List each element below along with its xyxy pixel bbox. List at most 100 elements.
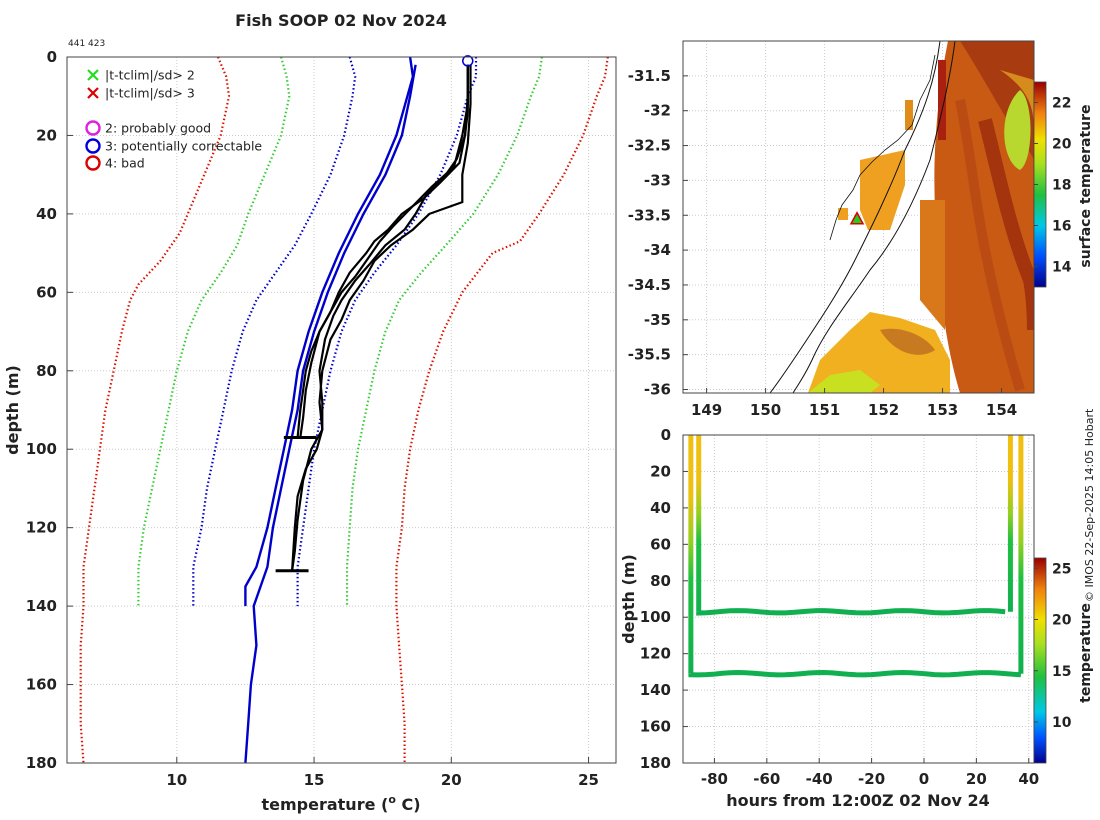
map-lon-tick-label: 152 [868, 401, 899, 419]
map-lat-tick-label: -31.5 [628, 67, 671, 85]
sst-eddy-core [1000, 70, 1034, 130]
clim-mean-right-line [244, 64, 417, 764]
map-lon-tick-label: 153 [927, 401, 958, 419]
section-x-tick-label: 40 [1018, 770, 1039, 788]
section-grid [683, 434, 1034, 764]
sst-coastal-patch [860, 150, 905, 230]
profile-x-tick-label: 25 [578, 771, 599, 789]
legend-label: |t-tclim|/sd> 2 [105, 68, 195, 83]
legend-x-marker [87, 69, 99, 81]
sst-coastal-patch-2 [920, 200, 945, 330]
credit-label: © IMOS 22-Sep-2025 14:05 Hobart [1083, 408, 1096, 602]
profile-id-label: 441 423 [68, 39, 105, 49]
profile-4-line [291, 64, 469, 571]
profile-y-tick-label: 120 [26, 519, 57, 537]
section-y-tick-label: 40 [650, 499, 671, 517]
profile-y-tick-label: 20 [36, 126, 57, 144]
clim-plus-2sd-line [345, 56, 543, 607]
profile-y-tick-label: 180 [26, 754, 57, 772]
map-lon-tick-label: 149 [691, 401, 722, 419]
map-lon-tick-label: 154 [986, 401, 1017, 419]
profile-lines [79, 55, 609, 764]
section-x-tick-label: -80 [701, 770, 728, 788]
map-lat-tick-label: -36 [644, 381, 671, 399]
section-drop-column [696, 435, 702, 612]
profile-axis-ticks: 10 15 20 25 0 20 40 60 80 100 120 140 160 180 [26, 48, 599, 789]
clim-minus-2sd-line [137, 56, 291, 607]
section-y-tick-label: 80 [650, 572, 671, 590]
map-colorbar-tick-label: 22 [1052, 96, 1071, 112]
section-x-tick-label: -20 [858, 770, 885, 788]
section-colorbar-tick-label: 25 [1052, 561, 1071, 577]
clim-minus-1sd-dotted-line [192, 56, 357, 607]
legend-x-marker [87, 87, 99, 99]
section-y-tick-label: 100 [640, 608, 671, 626]
clim-plus-3sd-line [395, 56, 609, 763]
section-x-tick-label: -60 [753, 770, 780, 788]
chart-title: Fish SOOP 02 Nov 2024 [235, 11, 447, 30]
profile-grid [67, 56, 616, 764]
profile-3-line [291, 64, 472, 571]
profile-x-tick-label: 10 [166, 771, 187, 789]
section-colorbar-tick-label: 15 [1052, 664, 1071, 680]
section-y-axis-label: depth (m) [619, 554, 638, 644]
clim-minus-3sd-line [79, 56, 231, 764]
profile-plot-area [67, 57, 616, 763]
section-colorbar-tick-label: 20 [1052, 613, 1072, 629]
map-lat-tick-label: -35.5 [628, 346, 671, 364]
section-plot-area [683, 435, 1034, 763]
profile-y-tick-label: 100 [26, 440, 57, 458]
map-lat-tick-label: -32.5 [628, 137, 671, 155]
clim-plus-1sd-dotted-line [296, 57, 478, 607]
drop-location-marker [849, 211, 865, 225]
legend-circle-marker [85, 138, 101, 154]
drop-triangle [849, 211, 865, 225]
section-drop-column [1007, 435, 1013, 612]
profile-y-axis-label: depth (m) [3, 365, 22, 455]
map-colorbar-label: surface temperature [1078, 104, 1094, 267]
legend-label: 4: bad [105, 156, 145, 171]
section-x-tick-label: -40 [806, 770, 833, 788]
sst-south-cool [808, 370, 880, 393]
legend: |t-tclim|/sd> 2 |t-tclim|/sd> 3 2: probabl… [85, 68, 262, 171]
section-axis-ticks: -80 -60 -40 -20 0 20 40 0 20 40 60 80 100 120 140 160 18… [640, 426, 1040, 788]
sst-front-band-2 [955, 99, 1025, 392]
section-drop-column [1018, 435, 1024, 674]
section-y-tick-label: 140 [640, 681, 671, 699]
section-colorbar-label: temperature [1078, 603, 1094, 703]
map-lat-tick-label: -34 [644, 241, 671, 259]
profile-1-line [296, 64, 469, 438]
map-colorbar-tick-label: 18 [1052, 178, 1071, 194]
flag-circle-marker [462, 55, 474, 67]
legend-circle-marker [85, 155, 101, 171]
sst-south-warm [880, 328, 935, 355]
section-y-tick-label: 0 [661, 426, 671, 444]
section-x-tick-label: 0 [919, 770, 929, 788]
map-colorbar-tick-label: 16 [1052, 219, 1071, 235]
profile-x-axis-label: temperature (o C) [261, 793, 420, 814]
map-colorbar-ticks: 14 16 18 20 22 [1034, 96, 1072, 276]
legend-label: |t-tclim|/sd> 3 [105, 86, 195, 101]
sst-map-panel: 149 150 151 152 153 154 -31.5 -32 -32.5 -33 -33.5 -… [628, 40, 1094, 419]
section-colorbar-tick-label: 10 [1052, 715, 1072, 731]
map-lat-tick-label: -35 [644, 311, 671, 329]
profile-y-tick-label: 160 [26, 676, 57, 694]
legend-circle-marker [85, 120, 101, 136]
profile-y-tick-label: 40 [36, 205, 57, 223]
section-x-axis-label: hours from 12:00Z 02 Nov 24 [726, 791, 989, 810]
shelf-contour [792, 41, 956, 393]
map-lat-tick-label: -34.5 [628, 276, 671, 294]
section-y-tick-label: 120 [640, 645, 671, 663]
sst-speck-2 [838, 208, 848, 220]
profile-panel: |t-tclim|/sd> 2 |t-tclim|/sd> 3 2: probabl… [3, 48, 617, 814]
map-colorbar-tick-label: 14 [1052, 260, 1072, 276]
profile-y-tick-label: 0 [47, 48, 57, 66]
section-y-tick-label: 20 [650, 462, 671, 480]
map-colorbar-tick-label: 20 [1052, 137, 1072, 153]
sst-shelf-strip [938, 60, 946, 140]
sst-speck [905, 100, 913, 130]
section-colorbar [1033, 557, 1047, 764]
section-bottom-line-131 [688, 669, 1022, 678]
section-x-tick-label: 20 [966, 770, 987, 788]
